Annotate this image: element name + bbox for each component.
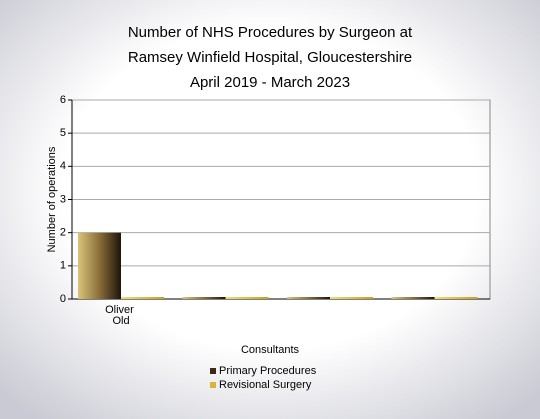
x-axis-label: Consultants [241,344,300,356]
bar [182,297,226,299]
bar [78,232,121,299]
y-tick-label: 0 [60,293,66,305]
y-tick-label: 2 [60,227,66,239]
y-tick-label: 1 [60,260,66,272]
bar [287,297,330,299]
chart-title: Ramsey Winfield Hospital, Gloucestershir… [128,49,412,66]
bar [434,297,478,299]
chart-title: Number of NHS Procedures by Surgeon at [128,24,413,41]
chart-title: April 2019 - March 2023 [190,74,350,91]
x-tick-label-line: Oliver [105,304,137,316]
legend-label: Primary Procedures [219,365,317,377]
x-tick-label: Oliver Old [105,304,137,327]
legend-swatch [210,368,216,374]
bar [121,297,164,299]
bar [225,297,269,299]
y-tick-label: 3 [60,193,66,205]
y-axis-label: Number of operations [46,146,58,252]
y-tick-label: 4 [60,160,66,172]
legend-swatch [210,382,216,388]
x-tick-label-line: Old [112,315,129,327]
y-tick-label: 5 [60,127,66,139]
y-tick-label: 6 [60,94,66,106]
legend-label: Revisional Surgery [219,379,312,391]
bar [330,297,373,299]
bar [391,297,435,299]
